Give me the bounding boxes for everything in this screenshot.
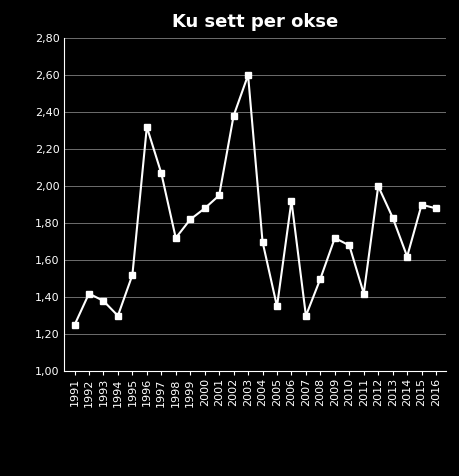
Title: Ku sett per okse: Ku sett per okse — [172, 13, 338, 31]
